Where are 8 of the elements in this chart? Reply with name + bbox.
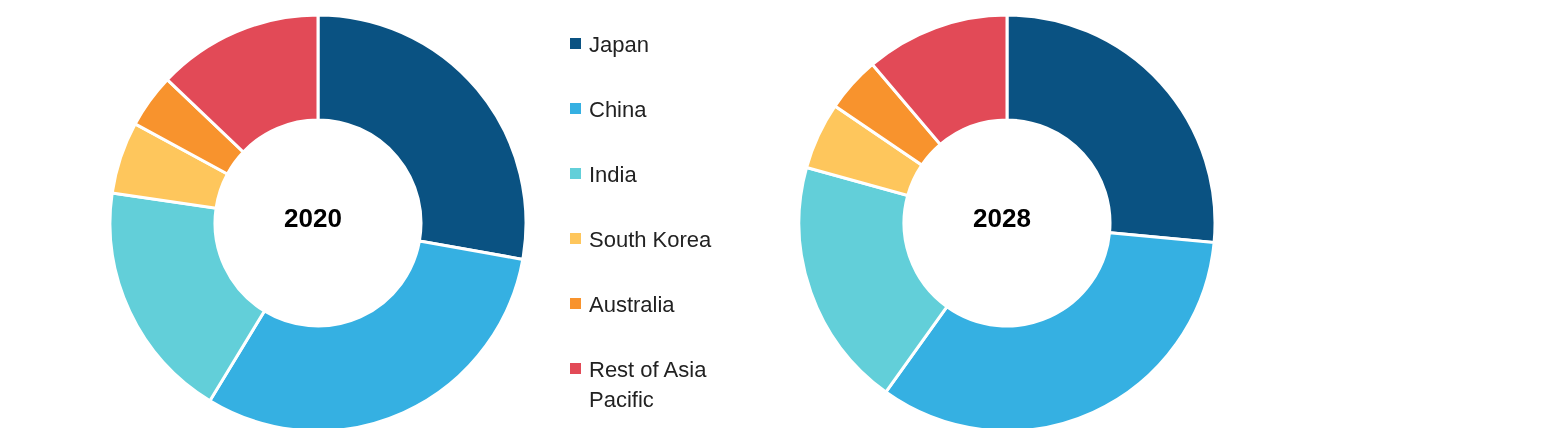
legend-label: Japan (589, 31, 649, 59)
text: 2020 (284, 203, 342, 233)
legend-label: China (589, 96, 647, 124)
legend-label: India (589, 161, 637, 189)
text: 2028 (973, 203, 1031, 233)
legend-label: Australia (589, 291, 675, 319)
legend-label: South Korea (589, 226, 712, 254)
legend-label: Rest of Asia Pacific (589, 356, 708, 414)
